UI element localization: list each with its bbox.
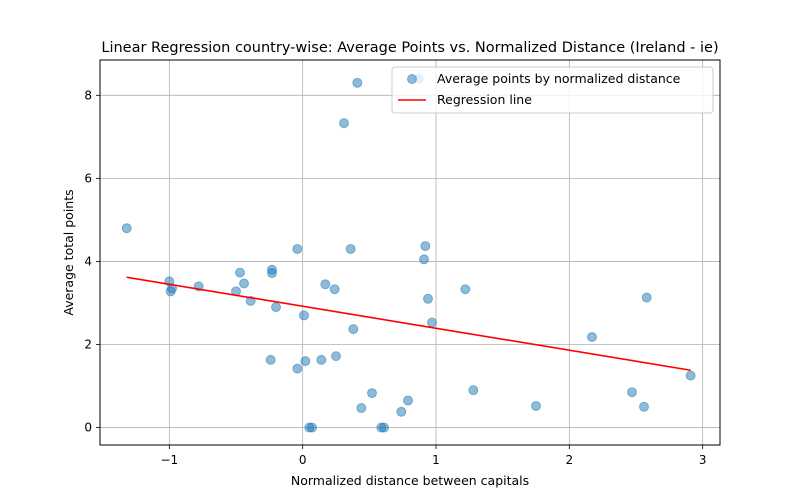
data-point	[468, 385, 479, 396]
data-point	[265, 354, 276, 365]
data-point	[460, 284, 471, 295]
y-tick-label: 2	[84, 337, 92, 351]
data-point	[292, 243, 303, 254]
axis-ticks: −1 0 1 2 3 0 2 4 6 8	[84, 88, 706, 467]
data-point	[352, 77, 363, 88]
data-point	[329, 284, 340, 295]
data-point	[641, 292, 652, 303]
legend-label-line: Regression line	[437, 92, 532, 107]
legend-marker-scatter	[407, 74, 417, 84]
data-point	[379, 422, 389, 433]
x-tick-label: 0	[299, 453, 307, 467]
data-point	[427, 317, 437, 328]
legend-box	[391, 66, 714, 114]
y-tick-label: 0	[84, 421, 92, 435]
data-point	[239, 278, 249, 289]
data-point	[299, 310, 309, 321]
y-axis-label: Average total points	[61, 189, 76, 315]
data-point	[403, 395, 413, 406]
data-point	[396, 406, 407, 417]
data-point	[685, 370, 696, 381]
data-point	[307, 422, 317, 433]
data-point	[339, 118, 349, 129]
y-tick-label: 8	[84, 88, 92, 102]
data-point	[639, 401, 649, 412]
data-point	[235, 267, 245, 278]
regression-line-group	[126, 276, 691, 372]
scatter-points	[121, 73, 696, 433]
y-tick-label: 4	[84, 254, 92, 268]
x-axis-label: Normalized distance between capitals	[291, 473, 529, 488]
data-point	[348, 324, 359, 335]
data-point	[331, 351, 341, 362]
plot-frame	[99, 59, 721, 446]
legend: Average points by normalized distance Re…	[391, 66, 714, 114]
data-point	[316, 354, 327, 365]
data-point	[367, 388, 377, 399]
data-point	[292, 363, 303, 374]
data-point	[423, 293, 433, 304]
x-tick-label: 1	[432, 453, 440, 467]
data-point	[627, 387, 637, 398]
chart-title: Linear Regression country-wise: Average …	[101, 40, 718, 56]
data-point	[345, 243, 356, 254]
x-tick-label: 2	[566, 453, 574, 467]
data-point	[267, 268, 277, 279]
y-tick-label: 6	[84, 171, 92, 185]
x-tick-label: 3	[699, 453, 707, 467]
data-point	[356, 403, 367, 414]
data-point	[121, 223, 132, 234]
data-point	[419, 254, 429, 265]
data-point	[300, 356, 311, 367]
data-point	[587, 332, 597, 343]
legend-label-scatter: Average points by normalized distance	[437, 71, 681, 86]
data-point	[531, 400, 541, 411]
x-tick-label: −1	[160, 453, 178, 467]
regression-line	[126, 276, 691, 372]
data-point	[420, 241, 431, 252]
data-point	[320, 279, 331, 290]
data-point	[271, 302, 281, 313]
